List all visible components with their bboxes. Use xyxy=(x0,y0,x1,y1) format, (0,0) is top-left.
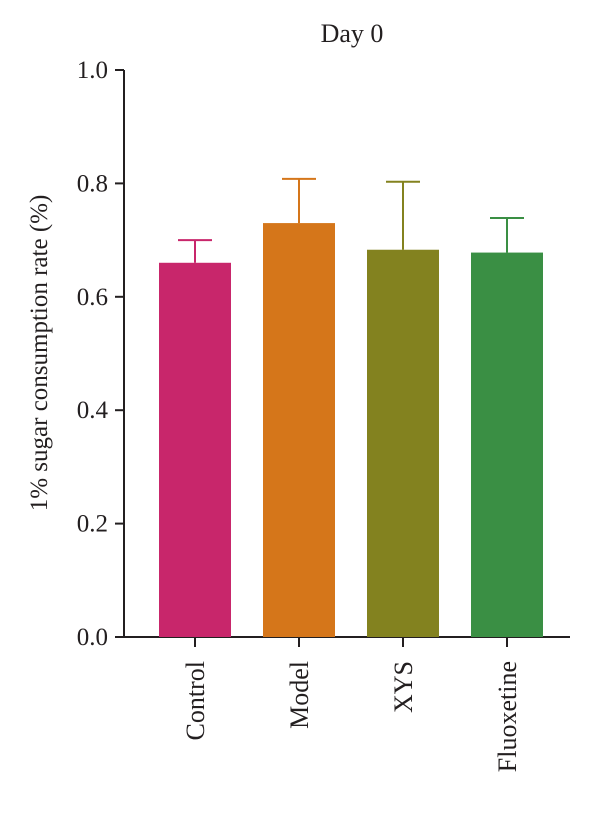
y-tick-label: 0.8 xyxy=(77,170,108,197)
y-tick-label: 0.2 xyxy=(77,511,108,538)
y-tick-label: 0.0 xyxy=(77,624,108,651)
category-label-model: Model xyxy=(285,661,314,729)
bar-control xyxy=(159,262,231,637)
y-tick-label: 1.0 xyxy=(77,57,108,84)
category-labels: Control Model XYS Fluoxetine xyxy=(181,637,522,772)
y-tick-label: 0.4 xyxy=(77,397,109,424)
chart-title: Day 0 xyxy=(321,19,384,48)
category-label-control: Control xyxy=(181,661,210,740)
y-tick-label: 0.6 xyxy=(77,284,108,311)
category-label-fluoxetine: Fluoxetine xyxy=(493,661,522,772)
bars xyxy=(159,177,543,637)
bar-model xyxy=(263,223,335,637)
y-axis-label: 1% sugar consumption rate (%) xyxy=(26,195,53,512)
y-axis-ticks: 0.0 0.2 0.4 0.6 0.8 1.0 xyxy=(77,57,124,651)
bar-xys xyxy=(367,249,439,637)
category-label-xys: XYS xyxy=(389,661,418,713)
bar-fluoxetine xyxy=(471,252,543,637)
